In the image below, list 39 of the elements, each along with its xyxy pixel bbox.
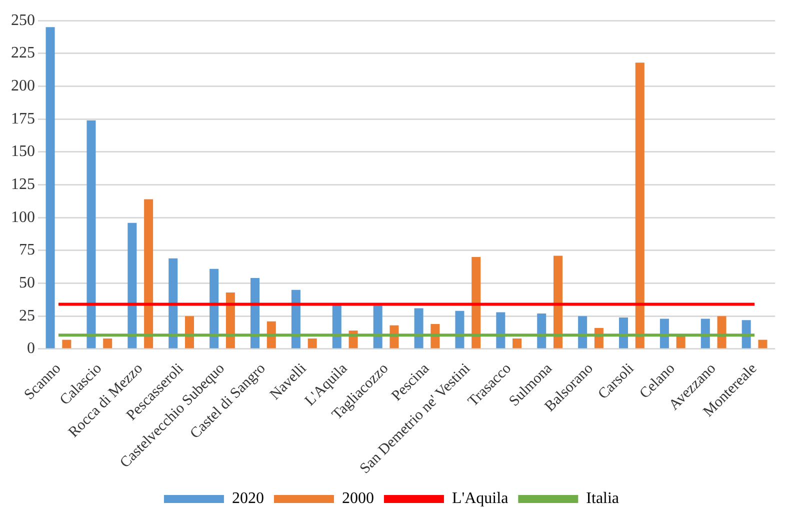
bar	[414, 308, 424, 348]
bar	[62, 340, 72, 348]
y-tick-label: 250	[11, 12, 35, 29]
legend-label: 2020	[232, 490, 264, 508]
y-tick-label: 125	[11, 176, 35, 193]
y-tick-label: 175	[11, 110, 35, 128]
bar	[103, 338, 112, 348]
bar	[128, 222, 137, 348]
bar	[676, 336, 686, 348]
bar	[496, 312, 506, 348]
bar	[168, 258, 178, 348]
y-tick-label: 75	[19, 242, 35, 259]
bar	[717, 316, 726, 348]
bar	[758, 340, 768, 348]
bar	[512, 338, 522, 348]
y-tick-label: 25	[19, 307, 35, 324]
y-tick-label: 0	[27, 340, 35, 358]
bar	[455, 310, 464, 348]
bar	[472, 257, 481, 348]
bar	[210, 268, 219, 348]
legend-label: L'Aquila	[452, 490, 508, 508]
bar	[86, 120, 96, 348]
bar	[537, 314, 546, 348]
y-tick-label: 225	[11, 44, 35, 62]
bar	[144, 199, 154, 348]
y-tick-label: 200	[11, 77, 35, 94]
bar	[635, 62, 644, 348]
y-tick-label: 150	[11, 143, 35, 160]
legend-label: Italia	[586, 490, 620, 508]
bar	[46, 27, 55, 348]
bar	[373, 306, 382, 348]
legend-label: 2000	[342, 490, 374, 508]
bar	[553, 256, 562, 348]
y-tick-label: 50	[19, 274, 35, 292]
bar	[578, 316, 588, 348]
bar	[184, 316, 194, 348]
bar	[308, 338, 317, 348]
bar	[250, 278, 260, 348]
y-tick-label: 100	[11, 208, 35, 226]
